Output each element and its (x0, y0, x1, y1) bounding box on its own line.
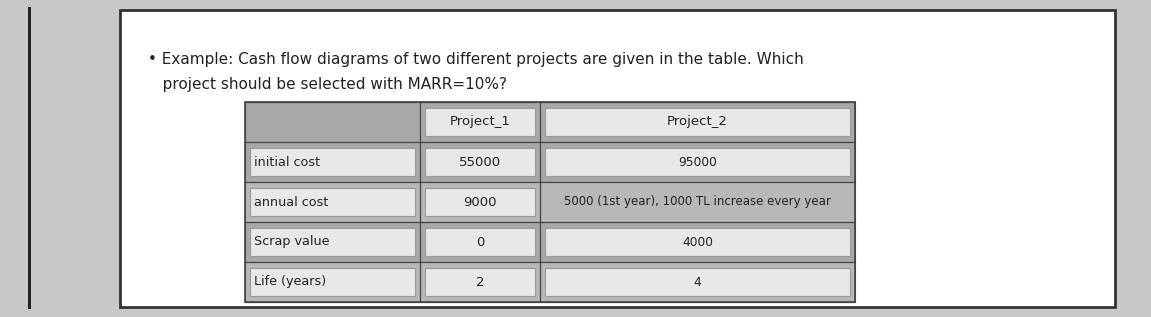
Bar (0, 0, 35, 317)
Bar (540, 142, 855, 182)
Text: 2: 2 (475, 275, 485, 288)
Text: 4000: 4000 (683, 236, 712, 249)
Bar (245, 222, 420, 262)
Bar (245, 262, 420, 302)
Bar (425, 268, 535, 296)
Bar (546, 108, 849, 136)
Text: annual cost: annual cost (254, 196, 328, 209)
Bar (540, 222, 855, 262)
Text: Project_1: Project_1 (450, 115, 510, 128)
Text: Project_2: Project_2 (668, 115, 727, 128)
Text: 9000: 9000 (463, 196, 497, 209)
FancyBboxPatch shape (120, 10, 1115, 307)
Text: project should be selected with MARR=10%?: project should be selected with MARR=10%… (148, 77, 506, 92)
Text: Life (years): Life (years) (254, 275, 326, 288)
Bar (28, 7, 31, 309)
Bar (245, 182, 420, 222)
Bar (420, 182, 540, 222)
Bar (420, 262, 540, 302)
Text: Scrap value: Scrap value (254, 236, 329, 249)
Bar (250, 148, 416, 176)
Text: initial cost: initial cost (254, 156, 320, 169)
Bar (425, 148, 535, 176)
Bar (425, 188, 535, 216)
Text: 95000: 95000 (678, 156, 717, 169)
Bar (420, 102, 540, 142)
Text: 0: 0 (475, 236, 485, 249)
Bar (546, 228, 849, 256)
Bar (540, 182, 855, 222)
Bar (540, 262, 855, 302)
Text: 55000: 55000 (459, 156, 501, 169)
Bar (245, 142, 420, 182)
Bar (250, 188, 416, 216)
Bar (420, 222, 540, 262)
Text: 5000 (1st year), 1000 TL increase every year: 5000 (1st year), 1000 TL increase every … (564, 196, 831, 209)
Bar (245, 102, 855, 302)
Bar (425, 108, 535, 136)
Bar (425, 228, 535, 256)
Bar (540, 102, 855, 142)
Text: 4: 4 (694, 275, 701, 288)
Text: • Example: Cash flow diagrams of two different projects are given in the table. : • Example: Cash flow diagrams of two dif… (148, 52, 803, 67)
Bar (546, 268, 849, 296)
Bar (420, 142, 540, 182)
Bar (250, 228, 416, 256)
Bar (250, 268, 416, 296)
Bar (546, 148, 849, 176)
Bar (245, 102, 420, 142)
